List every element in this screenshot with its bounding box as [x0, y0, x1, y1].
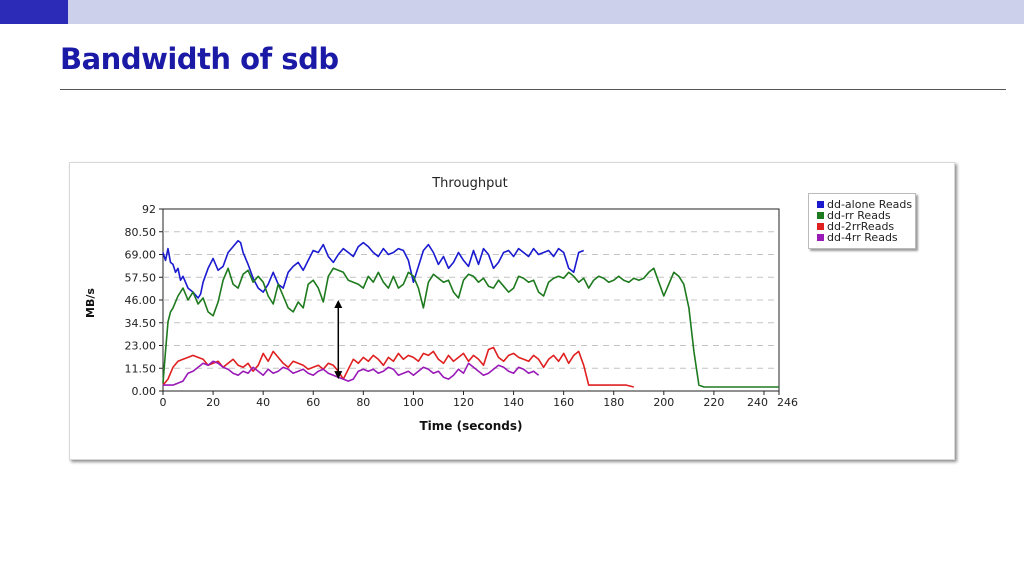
annotation-arrow-head-down [334, 371, 343, 380]
x-tick-label: 140 [503, 396, 524, 409]
series-line [162, 239, 584, 299]
series-line [163, 360, 540, 386]
annotation-arrow-head-up [334, 300, 343, 308]
x-tick-label: 246 [777, 396, 798, 409]
chart-legend: dd-alone Reads dd-rr Reads dd-2rrReads d… [808, 193, 916, 249]
x-tick-label: 200 [653, 396, 674, 409]
legend-swatch [817, 223, 824, 230]
x-tick-label: 180 [603, 396, 624, 409]
x-tick-label: 60 [306, 396, 320, 409]
legend-label: dd-2rrReads [827, 220, 895, 233]
throughput-chart: Throughput 0.00 11.50 23.00 34.50 46.00 57.50… [84, 176, 799, 433]
legend-entry: dd-2rrReads [817, 221, 894, 232]
x-tick-label: 220 [703, 396, 724, 409]
chart-title: Throughput [431, 176, 508, 191]
top-band-accent [0, 0, 68, 24]
y-tick-label: 57.50 [125, 271, 157, 284]
y-tick-label: 80.50 [125, 226, 157, 239]
axis-ticks: 0.00 11.50 23.00 34.50 46.00 57.50 69.00 80.50 9… [125, 203, 799, 409]
x-tick-label: 40 [256, 396, 270, 409]
title-divider [60, 89, 1006, 90]
y-tick-label: 69.00 [125, 249, 157, 262]
legend-swatch [817, 201, 824, 208]
y-tick-label: 23.00 [125, 340, 157, 353]
x-tick-label: 160 [553, 396, 574, 409]
y-tick-label: 0.00 [132, 385, 157, 398]
x-tick-label: 0 [160, 396, 167, 409]
x-axis-label: Time (seconds) [419, 419, 522, 433]
legend-entry: dd-4rr Reads [817, 232, 898, 243]
chart-frame: Throughput 0.00 11.50 23.00 34.50 46.00 57.50… [69, 162, 955, 460]
legend-label: dd-rr Reads [827, 209, 891, 222]
grid-lines [163, 231, 779, 369]
y-tick-label: 11.50 [125, 362, 157, 375]
slide-title: Bandwidth of sdb [60, 42, 339, 76]
y-axis-label: MB/s [84, 288, 97, 318]
legend-label: dd-alone Reads [827, 198, 913, 211]
series-lines [162, 239, 779, 388]
legend-swatch [817, 212, 824, 219]
x-tick-label: 120 [453, 396, 474, 409]
y-tick-label: 34.50 [125, 317, 157, 330]
legend-entry: dd-alone Reads [817, 199, 912, 210]
series-line [162, 346, 634, 388]
x-tick-label: 80 [356, 396, 370, 409]
legend-label: dd-4rr Reads [827, 231, 898, 244]
x-tick-label: 100 [403, 396, 424, 409]
y-tick-label: 46.00 [125, 294, 157, 307]
x-tick-label: 20 [206, 396, 220, 409]
top-band [0, 0, 1024, 24]
x-tick-label: 240 [747, 396, 768, 409]
legend-swatch [817, 234, 824, 241]
y-tick-label: 92 [142, 203, 156, 216]
annotation [334, 300, 343, 380]
legend-entry: dd-rr Reads [817, 210, 891, 221]
series-line [162, 267, 779, 388]
